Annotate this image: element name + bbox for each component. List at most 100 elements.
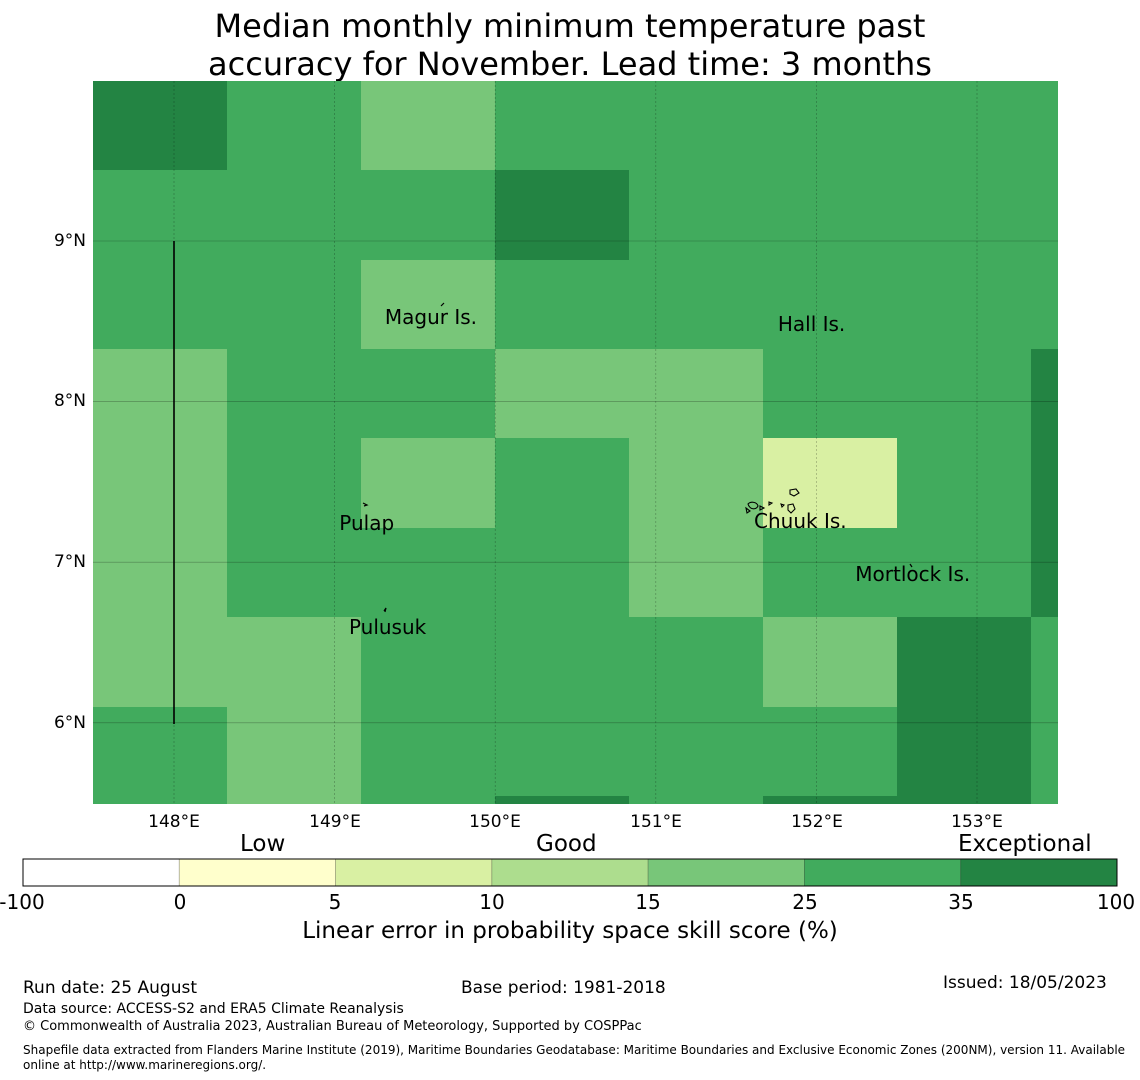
lat-label-9n: 9°N [53,231,86,251]
grid-cell [227,170,361,260]
colorbar-tick: 25 [792,890,818,914]
grid-cell [361,349,495,438]
grid-cell [897,617,1031,707]
lat-label-7n: 7°N [53,552,86,572]
colorbar-tick: 35 [948,890,974,914]
colorbar-tick: 10 [479,890,505,914]
colorbar-tick: 15 [635,890,661,914]
island-pulusuk [383,607,387,613]
legend-category-exceptional: Exceptional [958,831,1092,857]
grid-cell [361,170,495,260]
place-label: Pulap [339,510,395,535]
grid-cell [227,528,361,617]
grid-cell [763,438,897,528]
skill-score-grid [93,81,1058,804]
colorbar-swatch [335,858,493,887]
grid-cell-edge [495,796,629,804]
grid-cell [629,81,763,170]
shapefile-credit-line1: Shapefile data extracted from Flanders M… [23,1043,1126,1057]
grid-cell [93,528,227,617]
grid-cell [93,260,227,349]
colorbar [22,858,1118,887]
grid-cell [763,349,897,438]
lon-label-153e: 153°E [951,812,1003,832]
grid-cell [629,707,763,804]
colorbar-swatch [178,858,336,887]
place-label: Chuuk Is. [754,509,847,534]
graticule [93,81,1058,804]
grid-cell [897,707,1031,804]
grid-cell [227,617,361,707]
grid-cell [495,438,629,528]
grid-cell [227,260,361,349]
grid-cell [897,260,1031,349]
grid-cell [763,170,897,260]
island-chuuk [745,488,800,514]
grid-cell [227,81,361,170]
grid-cell [763,81,897,170]
grid-cell [227,438,361,528]
colorbar-swatch [804,858,962,887]
grid-cell [93,349,227,438]
legend-category-good: Good [536,831,597,857]
grid-cell [629,170,763,260]
lon-label-152e: 152°E [791,812,843,832]
grid-cell [1031,170,1058,260]
grid-cell [1031,260,1058,349]
base-period: Base period: 1981-2018 [461,978,666,998]
shapefile-credit-line2: online at http://www.marineregions.org/. [23,1058,267,1072]
colorbar-tick: 100 [1096,890,1136,914]
grid-cell [93,81,227,170]
grid-cell [897,528,1031,617]
colorbar-tick: 0 [173,890,187,914]
grid-cell [1031,707,1058,804]
grid-cell [495,170,629,260]
grid-cell [897,438,1031,528]
copyright: © Commonwealth of Australia 2023, Austra… [23,1019,642,1034]
grid-cell [93,707,227,804]
colorbar-tick: -100 [0,890,45,914]
lon-label-149e: 149°E [309,812,361,832]
grid-cell [227,707,361,804]
grid-cell [227,349,361,438]
grid-cell [1031,81,1058,170]
lat-label-8n: 8°N [53,391,86,411]
colorbar-swatch [960,858,1118,887]
grid-cell [361,707,495,804]
grid-cell [763,260,897,349]
legend-category-low: Low [240,831,286,857]
grid-cell [1031,528,1058,617]
colorbar-tick: 5 [328,890,342,914]
grid-cell [629,617,763,707]
grid-cell [93,617,227,707]
map-title-line1: Median monthly minimum temperature past [214,7,926,45]
island-magur [440,302,445,307]
grid-cell [1031,617,1058,707]
grid-cell [361,260,495,349]
grid-cell [629,349,763,438]
place-label: Mortlock Is. [855,562,971,587]
colorbar-swatch [647,858,805,887]
grid-cell [93,170,227,260]
grid-cell [495,260,629,349]
grid-cell [763,617,897,707]
lon-label-150e: 150°E [469,812,521,832]
colorbar-swatch [22,858,180,887]
place-label: Hall Is. [777,311,846,336]
grid-cell [361,617,495,707]
grid-cell [93,438,227,528]
grid-cell [897,349,1031,438]
grid-cell [629,528,763,617]
grid-cell [897,170,1031,260]
lon-label-151e: 151°E [630,812,682,832]
run-date: Run date: 25 August [23,978,197,998]
colorbar-swatch [491,858,649,887]
grid-cell [495,528,629,617]
grid-cell [763,707,897,804]
grid-cell [763,528,897,617]
place-label: Pulusuk [348,615,427,640]
grid-cell [495,349,629,438]
grid-cell [361,438,495,528]
grid-cell [629,438,763,528]
island-mortlock [909,563,913,568]
